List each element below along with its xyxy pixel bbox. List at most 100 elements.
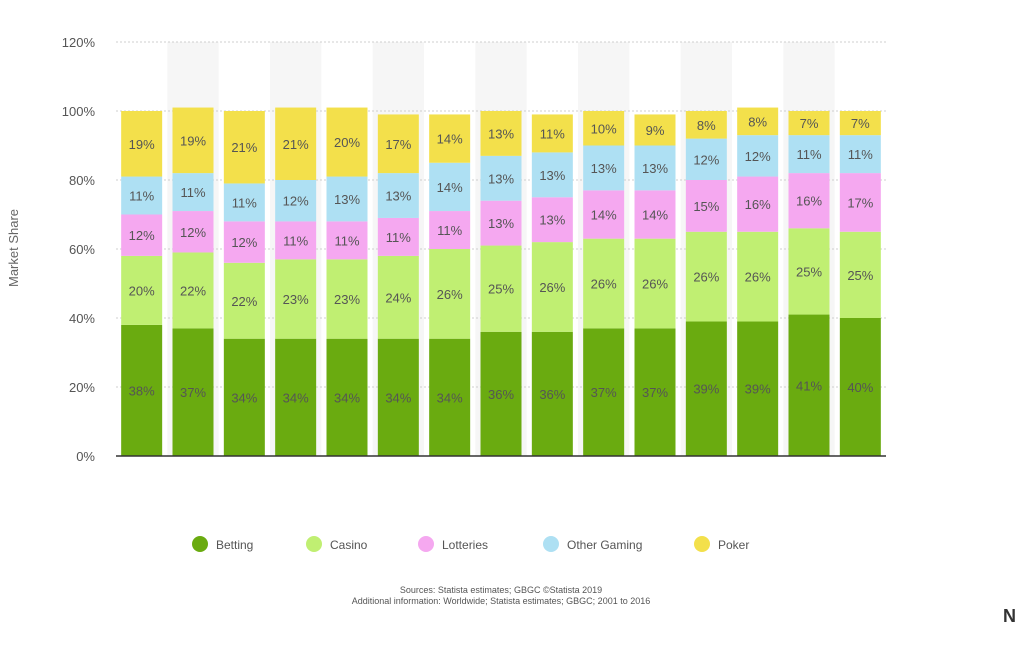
bar-segment-lotteries bbox=[839, 173, 881, 232]
data-label: 23% bbox=[283, 292, 309, 307]
bar-segment-lotteries bbox=[275, 221, 317, 260]
bar-segment-other-gaming bbox=[583, 145, 625, 191]
bar-segment-lotteries bbox=[685, 180, 727, 232]
legend-swatch bbox=[543, 536, 559, 552]
bar-segment-betting bbox=[377, 338, 419, 456]
legend-label: Poker bbox=[718, 538, 749, 552]
data-label: 17% bbox=[385, 137, 411, 152]
data-label: 20% bbox=[334, 135, 360, 150]
data-label: 40% bbox=[847, 380, 873, 395]
bar-segment-lotteries bbox=[429, 211, 471, 249]
data-label: 19% bbox=[129, 137, 155, 152]
data-label: 41% bbox=[796, 378, 822, 393]
data-label: 11% bbox=[129, 189, 154, 204]
y-tick-label: 20% bbox=[69, 380, 95, 395]
data-label: 14% bbox=[591, 208, 617, 223]
data-label: 26% bbox=[539, 280, 565, 295]
bar-segment-casino bbox=[685, 231, 727, 322]
data-label: 23% bbox=[334, 292, 360, 307]
bar-segment-other-gaming bbox=[429, 162, 471, 212]
data-label: 8% bbox=[697, 118, 716, 133]
data-label: 13% bbox=[334, 192, 360, 207]
bar-segment-poker bbox=[172, 107, 214, 174]
y-tick-label: 80% bbox=[69, 173, 95, 188]
bar-segment-poker bbox=[583, 111, 625, 146]
bar-segment-casino bbox=[377, 255, 419, 339]
bar-segment-poker bbox=[429, 114, 471, 163]
bar-segment-casino bbox=[172, 252, 214, 329]
data-label: 34% bbox=[385, 390, 411, 405]
bar-segment-poker bbox=[685, 111, 727, 139]
data-label: 20% bbox=[129, 283, 155, 298]
data-label: 26% bbox=[642, 277, 668, 292]
bar-segment-betting bbox=[121, 324, 163, 456]
data-label: 38% bbox=[129, 383, 155, 398]
bar-segment-poker bbox=[223, 111, 265, 184]
bar-segment-lotteries bbox=[583, 190, 625, 239]
bar-segment-betting bbox=[275, 338, 317, 456]
bar-segment-other-gaming bbox=[275, 180, 317, 222]
bar-segment-casino bbox=[788, 228, 830, 315]
legend-item-poker: Poker bbox=[694, 536, 749, 552]
legend-label: Lotteries bbox=[442, 538, 488, 552]
data-label: 14% bbox=[437, 132, 463, 147]
bar-segment-poker bbox=[839, 111, 881, 136]
y-axis-ticks: 0% 20% 40% 60% 80% 100% 120% bbox=[62, 35, 96, 464]
bar-segment-betting bbox=[326, 338, 368, 456]
legend-swatch bbox=[306, 536, 322, 552]
data-label: 13% bbox=[539, 168, 565, 183]
legend-label: Betting bbox=[216, 538, 253, 552]
bar-segment-casino bbox=[275, 259, 317, 339]
data-label: 12% bbox=[180, 225, 206, 240]
bar-segment-poker bbox=[480, 111, 522, 156]
data-label: 11% bbox=[848, 147, 873, 162]
y-tick-label: 60% bbox=[69, 242, 95, 257]
bar-segment-casino bbox=[839, 231, 881, 318]
data-label: 16% bbox=[745, 197, 771, 212]
bar-segment-other-gaming bbox=[326, 176, 368, 222]
bar-segment-lotteries bbox=[634, 190, 676, 239]
bar-segment-betting bbox=[788, 314, 830, 456]
data-label: 13% bbox=[488, 216, 514, 231]
legend-label: Other Gaming bbox=[567, 538, 642, 552]
data-label: 12% bbox=[129, 228, 155, 243]
bar-segment-betting bbox=[223, 338, 265, 456]
bar-segment-other-gaming bbox=[685, 138, 727, 180]
sources-note: Sources: Statista estimates; GBGC ©Stati… bbox=[400, 585, 602, 595]
data-label: 12% bbox=[745, 149, 771, 164]
bar-segment-betting bbox=[172, 328, 214, 456]
data-label: 26% bbox=[745, 270, 771, 285]
data-label: 11% bbox=[334, 233, 359, 248]
y-tick-label: 0% bbox=[76, 449, 95, 464]
bar-segment-other-gaming bbox=[788, 135, 830, 174]
bar-segment-other-gaming bbox=[121, 176, 163, 215]
y-tick-label: 40% bbox=[69, 311, 95, 326]
data-label: 14% bbox=[437, 180, 463, 195]
brand-logo: N bbox=[1003, 606, 1016, 626]
bar-segment-other-gaming bbox=[223, 183, 265, 222]
legend-swatch bbox=[192, 536, 208, 552]
bar-segment-other-gaming bbox=[737, 135, 779, 177]
bar-segment-poker bbox=[737, 107, 779, 136]
data-label: 26% bbox=[591, 277, 617, 292]
bar-segment-lotteries bbox=[326, 221, 368, 260]
data-label: 22% bbox=[180, 283, 206, 298]
additional-info-note: Additional information: Worldwide; Stati… bbox=[352, 596, 651, 606]
bar-segment-poker bbox=[788, 111, 830, 136]
bar-segment-poker bbox=[377, 114, 419, 174]
legend-item-other-gaming: Other Gaming bbox=[543, 536, 642, 552]
bar-segment-casino bbox=[480, 245, 522, 332]
data-label: 8% bbox=[748, 114, 767, 129]
bar-segment-lotteries bbox=[788, 173, 830, 229]
legend-label: Casino bbox=[330, 538, 368, 552]
data-label: 13% bbox=[642, 161, 668, 176]
bar-segment-poker bbox=[275, 107, 317, 180]
bar-segment-casino bbox=[634, 238, 676, 329]
bar-segment-betting bbox=[685, 321, 727, 456]
data-label: 25% bbox=[488, 282, 514, 297]
legend-swatch bbox=[418, 536, 434, 552]
data-label: 11% bbox=[386, 230, 411, 245]
data-label: 10% bbox=[591, 121, 617, 136]
data-label: 25% bbox=[796, 264, 822, 279]
